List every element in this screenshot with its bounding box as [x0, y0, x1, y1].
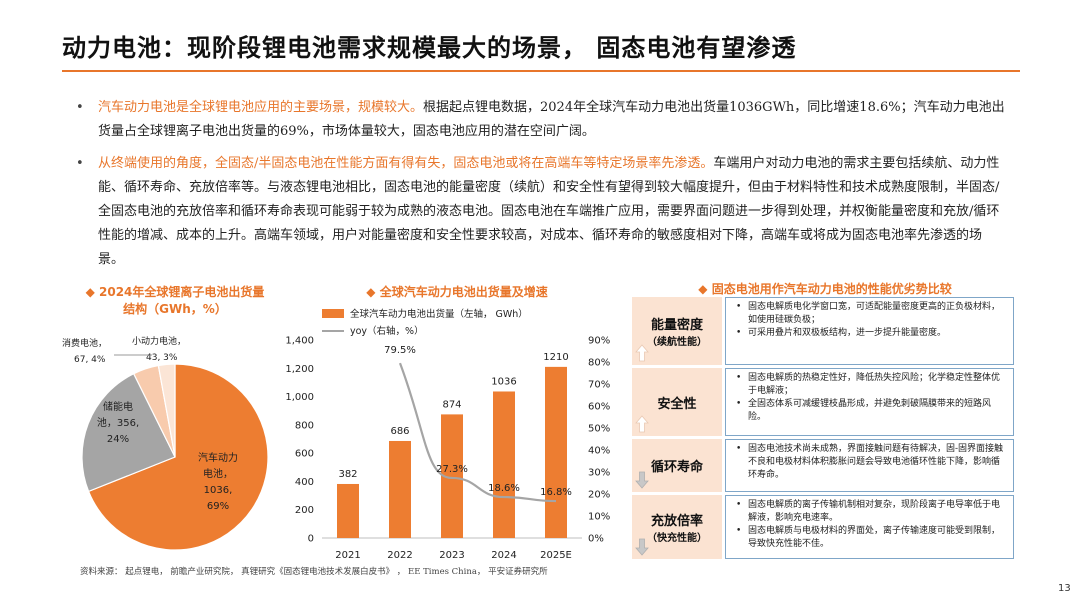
left-axis-tick: 600: [295, 449, 314, 460]
left-axis-tick: 800: [295, 420, 314, 431]
bullet-item-1: • 汽车动力电池是全球锂电池应用的主要场景，规模较大。根据起点锂电数据，2024…: [76, 96, 1006, 144]
bar-2021: [337, 483, 359, 538]
compare-row-charge-rate: 充放倍率 （快充性能） 固态电解质的离子传输机制相对复杂，现阶段离子电导率低于电…: [632, 495, 1014, 559]
compare-title-bullet-icon: ◆: [698, 282, 712, 296]
right-axis-tick: 10%: [588, 512, 610, 523]
right-axis-tick: 80%: [588, 358, 610, 369]
right-axis-tick: 40%: [588, 446, 610, 457]
compare-row-safety: 安全性 固态电解质的热稳定性好，降低热失控风险；化学稳定性整体优于电解液； 全固…: [632, 368, 1014, 436]
title-divider: [62, 70, 1020, 72]
compare-row-detail: 固态电池技术尚未成熟，界面接触问题有待解决，固-固界面接触不良和电极材料体积膨胀…: [725, 439, 1014, 492]
bar-value-label: 686: [390, 426, 409, 437]
x-category-label: 2023: [439, 550, 464, 561]
yoy-label: 79.5%: [384, 345, 416, 356]
compare-row-detail: 固态电解质的热稳定性好，降低热失控风险；化学稳定性整体优于电解液； 全固态体系可…: [725, 368, 1014, 436]
x-category-label: 2022: [387, 550, 412, 561]
x-category-label: 2025E: [540, 550, 572, 561]
bar-value-label: 874: [442, 399, 461, 410]
left-axis-tick: 1,200: [285, 364, 314, 375]
pie-title-bullet-icon: ◆: [85, 285, 99, 299]
bar-line-chart: 全球汽车动力电池出货量（左轴， GWh） yoy（右轴，%） 0 200 400 60…: [285, 308, 610, 561]
left-axis-tick: 1,400: [285, 336, 314, 347]
bullet-item-2: • 从终端使用的角度，全固态/半固态电池在性能方面有得有失，固态电池或将在高端车…: [76, 152, 1006, 272]
pie-slice-0: [87, 363, 269, 551]
bar-2023: [441, 414, 463, 538]
right-axis-tick: 60%: [588, 402, 610, 413]
bar-2022: [389, 440, 411, 538]
right-axis-tick: 30%: [588, 468, 610, 479]
pie-slice-3: [157, 363, 176, 458]
compare-row-energy-density: 能量密度 （续航性能） 固态电解质电化学窗口宽，可适配能量密度更高的正负极材料，…: [632, 297, 1014, 365]
bar-title-bullet-icon: ◆: [366, 285, 380, 299]
bar-value-label: 1210: [543, 352, 568, 363]
compare-title: ◆ 固态电池用作汽车动力电池的性能优劣势比较: [698, 282, 952, 296]
pie-label-ev-4: 69%: [207, 501, 229, 512]
bar-chart-title: ◆ 全球汽车动力电池出货量及增速: [366, 285, 548, 299]
arrow-up-icon: [635, 415, 649, 433]
page-title: 动力电池：现阶段锂电池需求规模最大的场景， 固态电池有望渗透: [62, 33, 797, 62]
pie-label-ev-3: 1036,: [204, 485, 233, 496]
right-axis-tick: 70%: [588, 380, 610, 391]
pie-label-small: 小动力电池，: [132, 335, 186, 347]
bar-2025E: [545, 366, 567, 538]
right-axis-tick: 50%: [588, 424, 610, 435]
pie-label-consumer: 消费电池，: [62, 337, 107, 349]
bar-value-label: 382: [338, 469, 357, 480]
pie-label-ess-2: 池，356,: [97, 416, 139, 429]
arrow-up-icon: [635, 344, 649, 362]
compare-row-detail: 固态电解质电化学窗口宽，可适配能量密度更高的正负极材料，如使用硅碳负极； 可采用…: [725, 297, 1014, 365]
pie-label-ess-3: 24%: [107, 434, 129, 445]
page-number: 13: [1058, 583, 1071, 594]
left-axis-tick: 1,000: [285, 392, 314, 403]
bullet-dot-icon: •: [76, 156, 84, 171]
legend-bar-swatch: [322, 309, 344, 318]
yoy-label: 27.3%: [436, 464, 468, 475]
compare-row-detail: 固态电解质的离子传输机制相对复杂，现阶段离子电导率低于电解液，影响充电速率。 固…: [725, 495, 1014, 559]
pie-label-consumer-val: 67, 4%: [74, 355, 106, 365]
legend-line-label: yoy（右轴，%）: [350, 325, 424, 337]
pie-label-ev-1: 汽车动力: [198, 451, 238, 464]
x-category-label: 2024: [491, 550, 516, 561]
compare-row-cycle-life: 循环寿命 固态电池技术尚未成熟，界面接触问题有待解决，固-固界面接触不良和电极材…: [632, 439, 1014, 492]
bullet-text: 车端用户对动力电池的需求主要包括续航、动力性能、循环寿命、充放倍率等。与液态锂电…: [98, 156, 1000, 267]
yoy-label: 16.8%: [540, 487, 572, 498]
pie-label-small-val: 43, 3%: [146, 353, 178, 363]
yoy-label: 18.6%: [488, 483, 520, 494]
pie-label-ess-1: 储能电: [103, 400, 133, 413]
bar-2024: [493, 391, 515, 538]
compare-row-label: 安全性: [632, 368, 722, 436]
legend-bar-label: 全球汽车动力电池出货量（左轴， GWh）: [350, 308, 528, 320]
pie-chart-title: ◆ 2024年全球锂离子电池出货量结构（GWh，%）: [85, 285, 265, 316]
bullet-highlight: 从终端使用的角度，全固态/半固态电池在性能方面有得有失，固态电池或将在高端车等特…: [98, 156, 714, 171]
bullet-list: • 汽车动力电池是全球锂电池应用的主要场景，规模较大。根据起点锂电数据，2024…: [76, 96, 1006, 280]
yoy-line: [398, 362, 557, 503]
pie-slice-1: [81, 372, 176, 493]
bullet-highlight: 汽车动力电池是全球锂电池应用的主要场景，规模较大。: [98, 100, 424, 115]
source-note: 资料来源： 起点锂电， 前瞻产业研究院， 真锂研究《固态锂电池技术发展白皮书》 …: [80, 567, 548, 577]
right-axis-tick: 20%: [588, 490, 610, 501]
bar-value-label: 1036: [491, 376, 516, 387]
compare-row-label: 循环寿命: [632, 439, 722, 492]
right-axis-tick: 90%: [588, 336, 610, 347]
arrow-down-icon: [635, 538, 649, 556]
pie-label-ev-2: 电池，: [203, 467, 233, 480]
right-axis-tick: 0%: [588, 534, 604, 545]
bullet-dot-icon: •: [76, 100, 84, 115]
bullet-text: 根据起点锂电数据，2024年全球汽车动力电池出货量1036GWh，同比增速18.…: [98, 100, 1005, 139]
compare-row-label: 充放倍率 （快充性能）: [632, 495, 722, 559]
pie-chart: 汽车动力 电池， 1036, 69% 储能电 池，356, 24% 消费电池， …: [62, 335, 269, 551]
left-axis-tick: 0: [308, 534, 314, 545]
x-category-label: 2021: [335, 550, 360, 561]
arrow-down-icon: [635, 471, 649, 489]
left-axis-tick: 200: [295, 505, 314, 516]
compare-row-label: 能量密度 （续航性能）: [632, 297, 722, 365]
left-axis-tick: 400: [295, 477, 314, 488]
